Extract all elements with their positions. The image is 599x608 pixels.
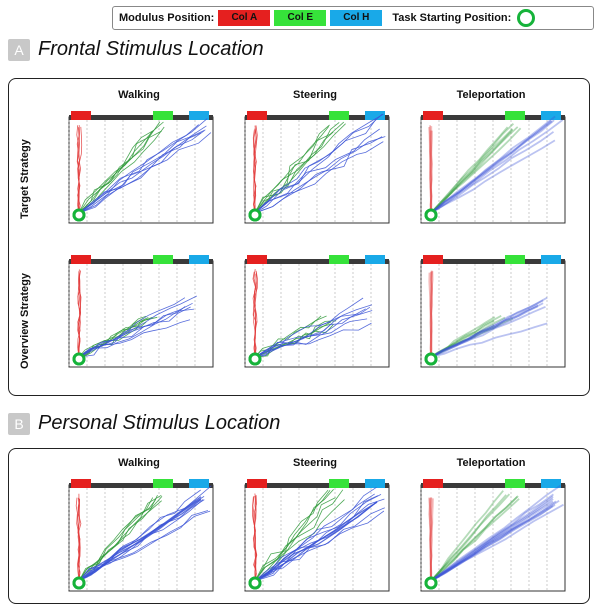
plot-a-overview-teleport (413, 251, 573, 371)
legend: Modulus Position: Col A Col E Col H Task… (112, 6, 594, 30)
col-a-marker (71, 111, 91, 120)
plot-a-target-teleport (413, 107, 573, 227)
col-e-marker (329, 111, 349, 120)
legend-start-label: Task Starting Position: (392, 12, 511, 24)
start-ring (426, 578, 436, 588)
section-a-title: Frontal Stimulus Location (38, 38, 264, 61)
start-ring (74, 578, 84, 588)
section-a-letter: A (8, 39, 30, 61)
col-e-marker (505, 111, 525, 120)
legend-modulus-label: Modulus Position: (119, 12, 214, 24)
start-position-icon (517, 9, 535, 27)
col-a-marker (71, 479, 91, 488)
section-b-title: Personal Stimulus Location (38, 412, 280, 435)
col-e-marker (153, 255, 173, 264)
legend-col-e-swatch: Col E (274, 10, 326, 26)
col-e-marker (153, 479, 173, 488)
start-ring (250, 354, 260, 364)
col-a-marker (423, 111, 443, 120)
col-h-marker (541, 255, 561, 264)
start-ring (74, 210, 84, 220)
col-head-b-walking: Walking (69, 457, 209, 469)
col-head-b-teleportation: Teleportation (421, 457, 561, 469)
start-ring (426, 210, 436, 220)
col-h-marker (189, 111, 209, 120)
col-a-marker (247, 479, 267, 488)
row-head-target: Target Strategy (19, 139, 31, 219)
col-e-marker (153, 111, 173, 120)
col-h-marker (189, 479, 209, 488)
section-b-panel: Walking Steering Teleportation (8, 448, 590, 604)
plot-a-overview-walking (61, 251, 221, 371)
col-head-steering: Steering (245, 89, 385, 101)
plot-a-overview-steering (237, 251, 397, 371)
section-a-panel: Walking Steering Teleportation Target St… (8, 78, 590, 396)
plot-b-steering (237, 475, 397, 595)
section-b-header: B Personal Stimulus Location (8, 412, 280, 435)
col-h-marker (365, 479, 385, 488)
start-ring (426, 354, 436, 364)
col-e-marker (329, 479, 349, 488)
col-a-marker (423, 255, 443, 264)
col-a-marker (71, 255, 91, 264)
col-head-b-steering: Steering (245, 457, 385, 469)
row-head-overview: Overview Strategy (19, 273, 31, 369)
col-a-marker (247, 111, 267, 120)
section-b-letter: B (8, 413, 30, 435)
plot-a-target-walking (61, 107, 221, 227)
col-a-marker (423, 479, 443, 488)
path-col-a (431, 498, 432, 582)
plot-b-walking (61, 475, 221, 595)
legend-col-a-swatch: Col A (218, 10, 270, 26)
section-a-header: A Frontal Stimulus Location (8, 38, 264, 61)
start-ring (74, 354, 84, 364)
start-ring (250, 578, 260, 588)
col-e-marker (329, 255, 349, 264)
col-e-marker (505, 255, 525, 264)
plot-a-target-steering (237, 107, 397, 227)
col-h-marker (365, 255, 385, 264)
legend-col-h-swatch: Col H (330, 10, 382, 26)
col-a-marker (247, 255, 267, 264)
start-ring (250, 210, 260, 220)
col-head-walking: Walking (69, 89, 209, 101)
col-h-marker (189, 255, 209, 264)
plot-b-teleport (413, 475, 573, 595)
col-head-teleportation: Teleportation (421, 89, 561, 101)
col-e-marker (505, 479, 525, 488)
